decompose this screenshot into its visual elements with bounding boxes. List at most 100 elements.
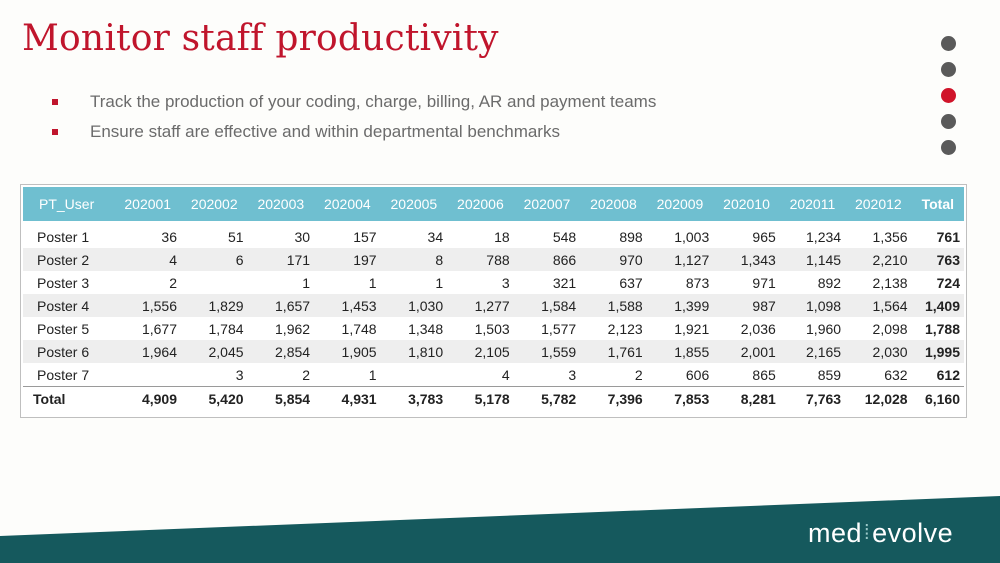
table-cell: 1,960 [806, 320, 842, 337]
bullet-item: Track the production of your coding, cha… [52, 90, 656, 120]
logo-text-evolve: evolve [872, 518, 954, 548]
table-cell: 2 [302, 366, 311, 383]
table-cell: 1,964 [114, 340, 181, 363]
nav-dot-3-active[interactable] [941, 88, 956, 103]
logo-text-med: med [808, 518, 863, 548]
slide-navigation-dots [941, 36, 956, 166]
total-cell: 5,854 [247, 386, 315, 411]
table-cell: 1,559 [513, 340, 581, 363]
table-cell [114, 363, 181, 387]
nav-dot-5[interactable] [941, 140, 956, 155]
row-user-cell: Poster 6 [23, 340, 115, 363]
nav-dot-1[interactable] [941, 36, 956, 51]
table-cell: 1,348 [408, 320, 444, 337]
table-cell: 34 [427, 228, 444, 245]
header-period[interactable]: 202008 [580, 187, 647, 221]
table-cell: 1,921 [674, 320, 710, 337]
table-cell: 2,854 [247, 340, 315, 363]
table-cell: 2,045 [181, 340, 248, 363]
table-cell: 606 [685, 366, 710, 383]
table-cell: 321 [552, 274, 577, 291]
row-user-cell: Poster 5 [37, 320, 90, 337]
table-cell: 548 [552, 228, 577, 245]
table-cell: 36 [161, 228, 177, 245]
row-user-cell: Poster 1 [37, 228, 90, 245]
header-period[interactable]: 202002 [181, 187, 248, 221]
table-total-row: Total 4,909 5,420 5,854 4,931 3,783 5,178 5,782… [23, 386, 964, 411]
total-cell: 5,420 [181, 386, 248, 411]
table-cell: 1,145 [779, 248, 846, 271]
header-total[interactable]: Total [911, 187, 964, 221]
table-cell: 6 [181, 248, 248, 271]
productivity-table-panel: PT_User 202001 202002 202003 202004 202005 202… [20, 184, 967, 418]
row-total-cell: 1,788 [924, 320, 960, 337]
table-cell: 1,234 [806, 228, 842, 245]
table-cell: 632 [884, 366, 908, 383]
header-period[interactable]: 202003 [247, 187, 315, 221]
table-header-row: PT_User 202001 202002 202003 202004 202005 202… [23, 187, 964, 221]
table-row: Poster 1 36 51 30 157 34 18 548 898 1,003 965 1,234… [23, 221, 964, 248]
row-user-cell: Poster 7 [37, 366, 90, 383]
table-cell: 2,098 [872, 320, 908, 337]
table-cell: 197 [314, 248, 381, 271]
table-cell: 873 [685, 274, 710, 291]
table-cell: 1,588 [580, 294, 647, 317]
row-total-cell: 763 [911, 248, 964, 271]
table-cell: 171 [247, 248, 315, 271]
header-period[interactable]: 202004 [314, 187, 381, 221]
header-period[interactable]: 202005 [380, 187, 448, 221]
header-period[interactable]: 202009 [646, 187, 714, 221]
logo-separator: ⁞ [864, 522, 871, 544]
table-cell: 2,123 [607, 320, 643, 337]
total-cell: 3,783 [380, 386, 448, 411]
nav-dot-2[interactable] [941, 62, 956, 77]
table-cell: 8 [380, 248, 448, 271]
table-cell: 971 [752, 274, 776, 291]
productivity-table: PT_User 202001 202002 202003 202004 202005 202… [23, 187, 964, 411]
row-total-cell: 612 [936, 366, 960, 383]
table-cell: 2,138 [872, 274, 908, 291]
table-cell: 2,105 [447, 340, 514, 363]
table-cell [181, 271, 248, 294]
table-cell: 866 [513, 248, 581, 271]
table-cell: 1,556 [114, 294, 181, 317]
header-user[interactable]: PT_User [23, 187, 115, 221]
table-cell: 3 [568, 366, 577, 383]
row-total-cell: 1,995 [911, 340, 964, 363]
header-period[interactable]: 202010 [713, 187, 780, 221]
header-period[interactable]: 202007 [513, 187, 581, 221]
table-row: Poster 2 4 6 171 197 8 788 866 970 1,127 1,343 1,14… [23, 248, 964, 271]
table-cell: 1,399 [646, 294, 714, 317]
table-row: Poster 4 1,556 1,829 1,657 1,453 1,030 1,277 1,… [23, 294, 964, 317]
table-cell: 1,564 [845, 294, 912, 317]
header-period[interactable]: 202011 [779, 187, 846, 221]
table-cell: 1,748 [341, 320, 377, 337]
table-row: Poster 6 1,964 2,045 2,854 1,905 1,810 2,105 1,… [23, 340, 964, 363]
header-period[interactable]: 202012 [845, 187, 912, 221]
total-cell: 7,763 [779, 386, 846, 411]
table-cell: 1,577 [541, 320, 577, 337]
table-cell: 1,003 [674, 228, 710, 245]
table-cell: 637 [619, 274, 643, 291]
table-cell: 865 [752, 366, 776, 383]
header-period[interactable]: 202006 [447, 187, 514, 221]
table-cell: 1 [368, 274, 377, 291]
table-cell: 4 [114, 248, 181, 271]
nav-dot-4[interactable] [941, 114, 956, 129]
table-cell: 1,356 [872, 228, 908, 245]
table-cell: 2,210 [845, 248, 912, 271]
table-cell: 1,905 [314, 340, 381, 363]
table-cell: 2 [634, 366, 643, 383]
table-cell: 2,036 [740, 320, 776, 337]
total-cell: 12,028 [845, 386, 912, 411]
table-cell: 157 [353, 228, 377, 245]
table-cell: 2,001 [713, 340, 780, 363]
row-total-cell: 1,409 [911, 294, 964, 317]
footer-band [0, 496, 1000, 563]
table-cell: 51 [227, 228, 244, 245]
bullet-text: Ensure staff are effective and within de… [90, 122, 560, 141]
total-cell: 7,853 [646, 386, 714, 411]
table-row: Poster 7 3 2 1 4 3 2 606 865 859 632 612 [23, 363, 964, 387]
table-cell: 1,829 [181, 294, 248, 317]
header-period[interactable]: 202001 [114, 187, 181, 221]
